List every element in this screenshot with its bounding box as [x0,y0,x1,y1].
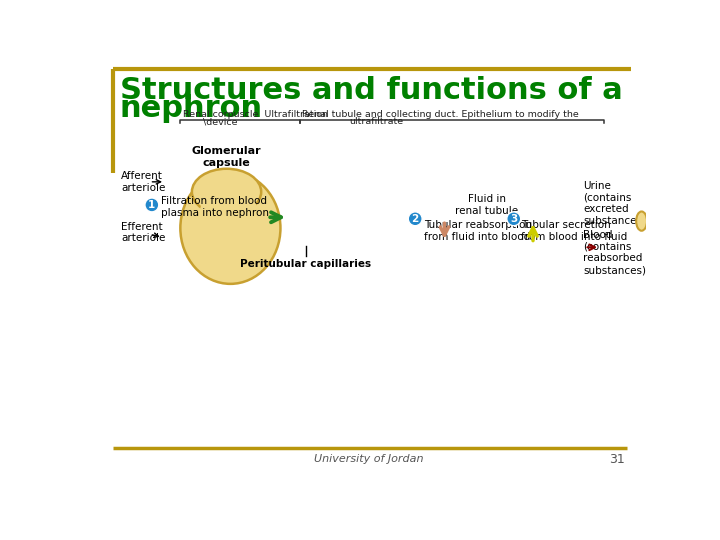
Text: Fluid in
renal tubule: Fluid in renal tubule [455,194,518,216]
Text: Tubular reabsorption
from fluid into blood: Tubular reabsorption from fluid into blo… [425,220,533,242]
Text: Efferent
arteriole: Efferent arteriole [121,222,166,244]
Text: \device: \device [204,117,238,126]
Ellipse shape [180,172,281,284]
Text: Urine
(contains
excreted
substances): Urine (contains excreted substances) [583,181,647,226]
Text: Blood
(contains
reabsorbed
substances): Blood (contains reabsorbed substances) [583,230,647,275]
Text: 3: 3 [510,214,518,224]
Ellipse shape [636,212,647,231]
Text: 1: 1 [148,200,156,210]
Text: Afferent
arteriole: Afferent arteriole [121,171,166,193]
Text: 31: 31 [609,453,625,465]
Text: Renal corpuscle  Ultrafiltration: Renal corpuscle Ultrafiltration [183,110,328,119]
Circle shape [507,212,521,226]
Text: Structures and functions of a: Structures and functions of a [120,76,622,105]
Text: Peritubular capillaries: Peritubular capillaries [240,259,372,269]
Ellipse shape [192,168,261,215]
Text: Renal tubule and collecting duct. Epithelium to modify the: Renal tubule and collecting duct. Epithe… [302,110,579,119]
Ellipse shape [200,190,258,232]
Circle shape [145,198,159,212]
Text: Filtration from blood
plasma into nephron: Filtration from blood plasma into nephro… [161,197,269,218]
Text: University of Jordan: University of Jordan [314,454,424,464]
Text: nephron: nephron [120,94,263,123]
Text: Glomerular
capsule: Glomerular capsule [192,146,261,168]
Text: 2: 2 [412,214,419,224]
Text: ultrafiltrate: ultrafiltrate [350,117,404,126]
Circle shape [408,212,422,226]
Text: Tubular secretion
from blood into fluid: Tubular secretion from blood into fluid [521,220,628,242]
